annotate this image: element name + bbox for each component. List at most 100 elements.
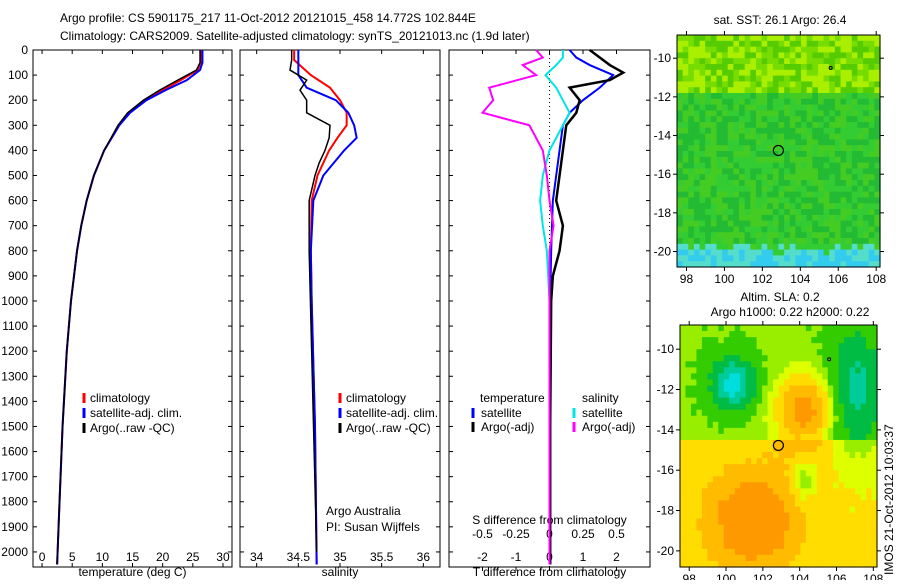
map-cell <box>677 180 684 187</box>
map-cell <box>690 542 698 550</box>
map-cell <box>762 560 769 568</box>
map-cell <box>750 209 757 216</box>
map-cell <box>705 185 712 193</box>
map-cell <box>806 180 813 187</box>
map-cell <box>744 64 751 71</box>
x-tick-label: 34 <box>250 550 264 564</box>
map-cell <box>677 243 684 251</box>
map-cell <box>838 379 845 387</box>
map-cell <box>696 476 703 483</box>
x-tick-label: 0 <box>39 550 46 564</box>
map-cell <box>778 127 785 135</box>
map-cell <box>745 337 752 344</box>
map-cell <box>778 104 785 111</box>
y-tick-label: -14 <box>654 129 672 143</box>
map-cell <box>822 464 829 471</box>
map-cell <box>693 180 701 187</box>
map-cell <box>762 494 769 502</box>
map-cell <box>688 46 695 53</box>
map-cell <box>784 220 791 227</box>
map-cell <box>800 403 807 411</box>
map-cell <box>806 145 813 152</box>
map-cell <box>707 494 714 502</box>
map-cell <box>866 488 873 495</box>
map-cell <box>778 139 785 146</box>
map-cell <box>863 127 870 135</box>
map-cell <box>833 530 840 538</box>
sst-map-field <box>677 35 881 268</box>
map-cell <box>863 214 870 222</box>
map-cell <box>693 191 701 198</box>
map-cell <box>827 548 834 556</box>
map-cell <box>795 46 802 53</box>
map-cell <box>851 104 859 111</box>
map-cell <box>690 361 698 368</box>
map-cell <box>762 385 769 393</box>
map-cell <box>696 409 703 417</box>
map-cell <box>761 209 768 216</box>
map-cell <box>701 325 708 332</box>
map-cell <box>701 439 708 447</box>
map-cell <box>739 75 746 82</box>
temperature-plot-frame <box>32 49 233 568</box>
map-cell <box>827 325 834 332</box>
map-cell <box>701 361 708 368</box>
map-cell <box>751 464 758 471</box>
map-cell <box>829 255 836 262</box>
map-cell <box>680 391 687 399</box>
map-cell <box>762 427 769 435</box>
map-cell <box>707 343 714 350</box>
map-cell <box>701 367 708 374</box>
map-cell <box>699 75 706 82</box>
map-cell <box>860 385 867 393</box>
map-cell <box>806 58 813 65</box>
map-cell <box>822 373 829 381</box>
map-cell <box>733 255 740 262</box>
annotation-institution: Argo Australia <box>326 504 401 518</box>
map-cell <box>851 156 859 164</box>
y-tick-label: 500 <box>8 168 28 182</box>
map-cell <box>722 133 729 140</box>
map-cell <box>688 162 695 169</box>
map-cell <box>822 536 829 544</box>
map-cell <box>756 421 763 429</box>
map-cell <box>693 203 701 210</box>
map-cell <box>778 530 785 538</box>
map-cell <box>834 151 842 158</box>
map-cell <box>733 197 740 204</box>
map-cell <box>855 560 862 568</box>
map-cell <box>849 403 856 411</box>
panels: 0100200300400500600700800900100011001200… <box>1 13 886 585</box>
map-cell <box>801 75 808 82</box>
map-cell <box>817 104 825 111</box>
map-cell <box>811 452 818 459</box>
map-cell <box>795 75 802 82</box>
map-cell <box>734 373 741 381</box>
map-cell <box>784 226 791 233</box>
map-cell <box>823 46 830 53</box>
map-cell <box>868 214 875 222</box>
map-cell <box>838 470 845 477</box>
map-cell <box>855 349 862 356</box>
map-cell <box>762 409 769 417</box>
x-tick-label: 10 <box>96 550 110 564</box>
map-cell <box>778 409 785 417</box>
map-cell <box>789 518 796 526</box>
map-cell <box>827 512 834 520</box>
map-cell <box>688 203 695 210</box>
map-cell <box>874 220 881 227</box>
map-cell <box>860 446 867 453</box>
map-cell <box>750 87 757 94</box>
map-cell <box>712 433 719 441</box>
map-cell <box>801 220 808 227</box>
map-cell <box>840 98 847 106</box>
map-cell <box>829 220 836 227</box>
map-cell <box>718 488 725 495</box>
map-cell <box>767 403 774 411</box>
map-cell <box>685 518 692 526</box>
map-cell <box>778 464 785 471</box>
map-cell <box>762 512 769 520</box>
map-cell <box>739 81 746 88</box>
map-cell <box>846 46 853 53</box>
map-cell <box>767 494 774 502</box>
